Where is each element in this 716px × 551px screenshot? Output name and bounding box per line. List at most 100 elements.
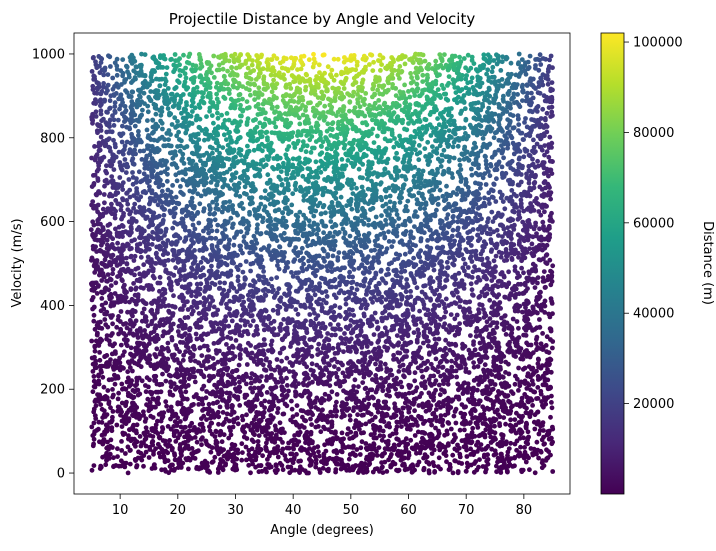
- data-point: [190, 308, 196, 314]
- data-point: [199, 353, 205, 358]
- data-point: [142, 189, 147, 194]
- data-point: [125, 309, 130, 315]
- data-point: [354, 281, 360, 287]
- data-point: [256, 469, 262, 475]
- data-point: [357, 175, 363, 180]
- data-point: [102, 200, 107, 206]
- data-point: [470, 425, 476, 431]
- data-point: [211, 120, 216, 126]
- data-point: [204, 114, 209, 119]
- data-point: [471, 360, 476, 365]
- data-point: [343, 301, 349, 307]
- data-point: [408, 289, 413, 294]
- data-point: [430, 144, 435, 150]
- data-point: [446, 166, 452, 172]
- data-point: [234, 289, 240, 294]
- data-point: [441, 314, 447, 320]
- data-point: [403, 289, 409, 295]
- data-point: [122, 157, 128, 162]
- data-point: [439, 158, 445, 164]
- data-point: [333, 403, 338, 409]
- data-point: [256, 85, 262, 91]
- data-point: [370, 205, 376, 211]
- data-point: [355, 208, 360, 214]
- data-point: [382, 361, 388, 367]
- data-point: [370, 86, 376, 92]
- data-point: [443, 309, 449, 315]
- data-point: [201, 208, 207, 214]
- data-point: [407, 57, 412, 62]
- data-point: [306, 172, 312, 178]
- data-point: [402, 61, 408, 67]
- data-point: [384, 348, 390, 353]
- data-point: [431, 463, 437, 469]
- data-point: [226, 418, 232, 424]
- data-point: [410, 305, 416, 311]
- data-point: [325, 331, 330, 336]
- data-point: [435, 202, 441, 207]
- data-point: [230, 424, 236, 430]
- data-point: [423, 211, 428, 216]
- data-point: [241, 434, 247, 440]
- data-point: [412, 408, 417, 414]
- data-point: [261, 269, 266, 274]
- data-point: [403, 204, 409, 209]
- data-point: [215, 470, 221, 475]
- data-point: [89, 297, 95, 303]
- data-point: [540, 106, 546, 112]
- data-point: [110, 271, 115, 277]
- data-point: [501, 415, 507, 420]
- data-point: [225, 334, 231, 340]
- data-point: [309, 361, 315, 367]
- data-point: [482, 195, 487, 201]
- data-point: [206, 401, 212, 407]
- data-point: [480, 262, 486, 267]
- data-point: [461, 256, 466, 262]
- data-point: [298, 147, 304, 153]
- data-point: [342, 55, 347, 60]
- data-point: [384, 329, 390, 335]
- data-point: [378, 68, 383, 73]
- data-point: [471, 115, 477, 121]
- data-point: [248, 470, 253, 476]
- data-point: [457, 162, 463, 168]
- data-point: [540, 56, 546, 61]
- data-point: [372, 224, 378, 230]
- data-point: [217, 280, 223, 285]
- data-point: [435, 369, 441, 375]
- data-point: [143, 216, 149, 222]
- data-point: [311, 56, 317, 62]
- data-point: [287, 369, 292, 374]
- data-point: [463, 369, 469, 374]
- data-point: [535, 280, 540, 286]
- data-point: [362, 464, 368, 470]
- data-point: [395, 72, 401, 78]
- data-point: [479, 257, 485, 263]
- data-point: [411, 330, 417, 335]
- data-point: [284, 375, 289, 381]
- data-point: [221, 132, 227, 138]
- data-point: [534, 334, 540, 340]
- data-point: [323, 210, 328, 216]
- data-point: [547, 134, 553, 140]
- data-point: [328, 409, 334, 415]
- data-point: [211, 53, 217, 59]
- data-point: [158, 112, 164, 118]
- data-point: [521, 290, 527, 296]
- data-point: [353, 340, 358, 346]
- data-point: [214, 147, 220, 153]
- data-point: [307, 337, 313, 342]
- data-point: [290, 191, 296, 197]
- data-point: [136, 87, 141, 93]
- data-point: [383, 217, 388, 223]
- data-point: [163, 71, 169, 77]
- data-point: [372, 346, 378, 352]
- data-point: [146, 455, 152, 460]
- data-point: [244, 167, 250, 173]
- data-point: [430, 365, 436, 371]
- data-point: [510, 113, 516, 118]
- data-point: [272, 439, 278, 445]
- data-point: [244, 412, 249, 418]
- data-point: [405, 198, 411, 204]
- data-point: [483, 395, 489, 401]
